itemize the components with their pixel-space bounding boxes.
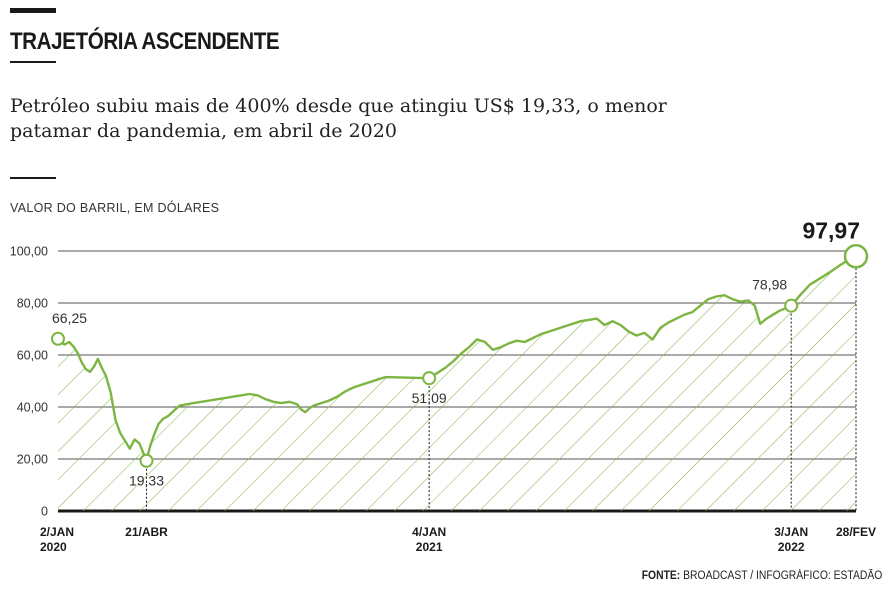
y-axis-ticks: 0 20,00 40,00 60,00 80,00 100,00	[10, 245, 48, 519]
page-title: TRAJETÓRIA ASCENDENTE	[10, 28, 280, 55]
y-tick-label: 40,00	[17, 401, 48, 415]
x-tick-label: 2021	[416, 540, 443, 554]
y-tick-label: 60,00	[17, 349, 48, 363]
y-tick-label: 100,00	[10, 245, 48, 259]
annotation-marker	[139, 453, 154, 468]
y-tick-label: 20,00	[17, 453, 48, 467]
x-tick-label: 28/FEV	[836, 525, 876, 539]
annotation-leaders	[145, 256, 857, 511]
y-axis-unit-label: VALOR DO BARRIL, EM DÓLARES	[10, 201, 220, 215]
x-tick-label: 2020	[40, 540, 67, 554]
annotation-marker	[51, 331, 65, 346]
header-rule	[10, 8, 56, 13]
y-tick-label: 0	[41, 505, 48, 519]
subtitle-rule	[10, 177, 56, 179]
annotation-marker	[422, 371, 437, 386]
series-line-path	[57, 255, 857, 462]
x-tick-label: 21/ABR	[125, 525, 168, 539]
source-credit: FONTE: BROADCAST / INFOGRÁFICO: ESTADÃO	[641, 570, 882, 582]
page-subtitle: Petróleo subiu mais de 400% desde que at…	[10, 95, 667, 142]
x-tick-label: 2/JAN	[40, 525, 74, 539]
title-underline	[10, 61, 56, 63]
source-text: BROADCAST / INFOGRÁFICO: ESTADÃO	[682, 570, 882, 582]
annotation-labels: 66,25 19,33 51,09 78,98 97,97	[52, 217, 860, 488]
source-label: FONTE:	[641, 570, 680, 582]
annotation-markers	[51, 244, 869, 468]
annotation-label: 19,33	[129, 473, 164, 489]
x-tick-label: 4/JAN	[412, 525, 446, 539]
annotation-marker	[784, 298, 799, 313]
area-fill	[58, 256, 856, 511]
annotation-label: 66,25	[52, 310, 87, 326]
y-tick-label: 80,00	[17, 297, 48, 311]
series-line	[57, 255, 857, 462]
annotation-label: 51,09	[412, 390, 447, 406]
series-area	[58, 256, 856, 511]
annotation-marker	[843, 244, 869, 269]
x-tick-label: 3/JAN	[774, 525, 808, 539]
annotation-label: 97,97	[802, 217, 860, 243]
annotation-label: 78,98	[752, 277, 787, 293]
x-tick-label: 2022	[778, 540, 805, 554]
